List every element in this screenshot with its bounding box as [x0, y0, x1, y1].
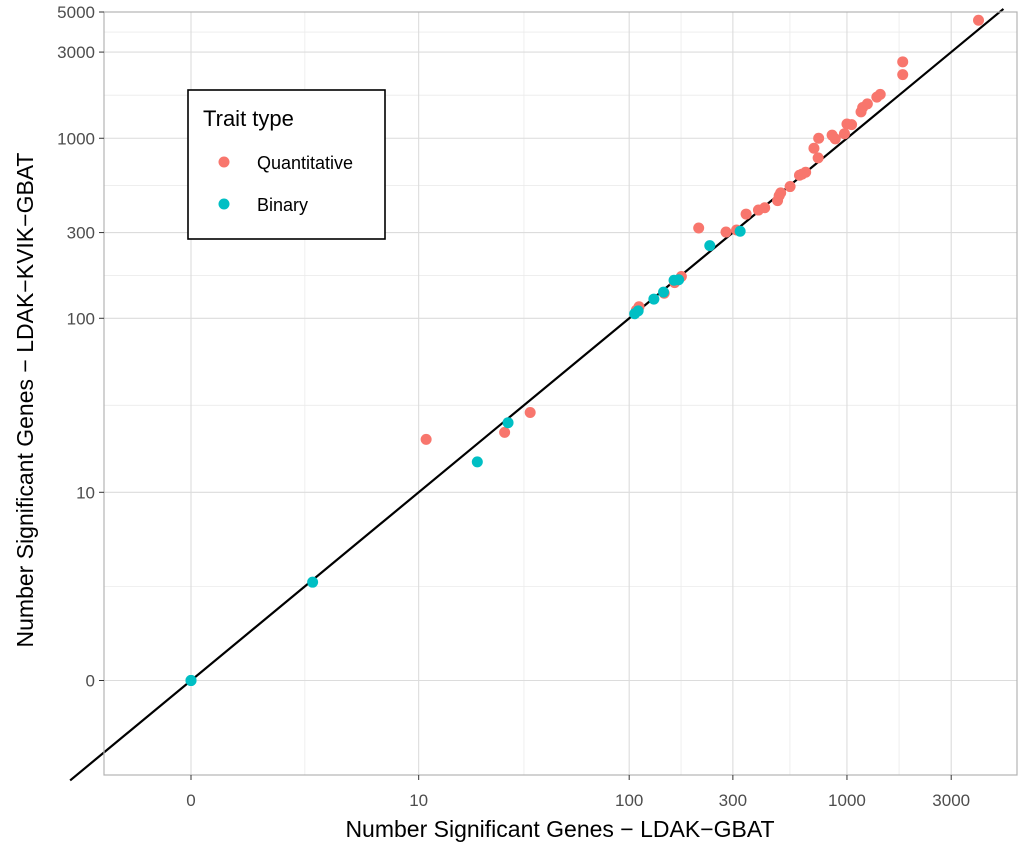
point-quantitative: [862, 98, 873, 109]
legend: Trait type Quantitative Binary: [188, 90, 385, 239]
x-tick-label: 3000: [932, 791, 970, 810]
point-quantitative: [875, 89, 886, 100]
legend-key-quantitative: [219, 157, 230, 168]
point-quantitative: [421, 434, 432, 445]
point-binary: [704, 240, 715, 251]
x-tick-label: 0: [186, 791, 195, 810]
point-binary: [658, 287, 669, 298]
point-binary: [648, 294, 659, 305]
y-tick-label: 1000: [57, 129, 95, 148]
point-quantitative: [808, 143, 819, 154]
legend-label-quantitative: Quantitative: [257, 153, 353, 173]
point-quantitative: [973, 15, 984, 26]
y-axis-title: Number Significant Genes − LDAK−KVIK−GBA…: [12, 153, 38, 648]
point-binary: [503, 417, 514, 428]
y-tick-label: 5000: [57, 3, 95, 22]
point-quantitative: [897, 56, 908, 67]
point-binary: [633, 305, 644, 316]
y-axis-ticks: 0 10 100 300 1000 3000 5000: [57, 3, 104, 691]
point-quantitative: [839, 128, 850, 139]
y-tick-label: 3000: [57, 43, 95, 62]
point-binary: [185, 675, 196, 686]
point-quantitative: [846, 119, 857, 130]
y-tick-label: 100: [67, 309, 95, 328]
point-binary: [673, 274, 684, 285]
point-quantitative: [741, 209, 752, 220]
point-quantitative: [897, 69, 908, 80]
x-tick-label: 1000: [828, 791, 866, 810]
y-tick-label: 10: [76, 483, 95, 502]
x-tick-label: 300: [719, 791, 747, 810]
point-quantitative: [785, 181, 796, 192]
point-quantitative: [499, 427, 510, 438]
legend-label-binary: Binary: [257, 195, 308, 215]
legend-key-binary: [219, 199, 230, 210]
point-binary: [735, 226, 746, 237]
x-axis-title: Number Significant Genes − LDAK−GBAT: [345, 816, 774, 842]
point-quantitative: [830, 133, 841, 144]
y-tick-label: 0: [86, 672, 95, 691]
point-binary: [472, 456, 483, 467]
point-quantitative: [759, 202, 770, 213]
point-quantitative: [693, 223, 704, 234]
legend-title: Trait type: [203, 106, 294, 131]
y-tick-label: 300: [67, 224, 95, 243]
point-quantitative: [813, 152, 824, 163]
x-tick-label: 10: [409, 791, 428, 810]
point-quantitative: [800, 167, 811, 178]
x-axis-ticks: 0 10 100 300 1000 3000: [186, 775, 970, 810]
point-quantitative: [525, 407, 536, 418]
point-quantitative: [813, 133, 824, 144]
x-tick-label: 100: [615, 791, 643, 810]
point-quantitative: [775, 187, 786, 198]
point-binary: [307, 577, 318, 588]
point-quantitative: [721, 227, 732, 238]
